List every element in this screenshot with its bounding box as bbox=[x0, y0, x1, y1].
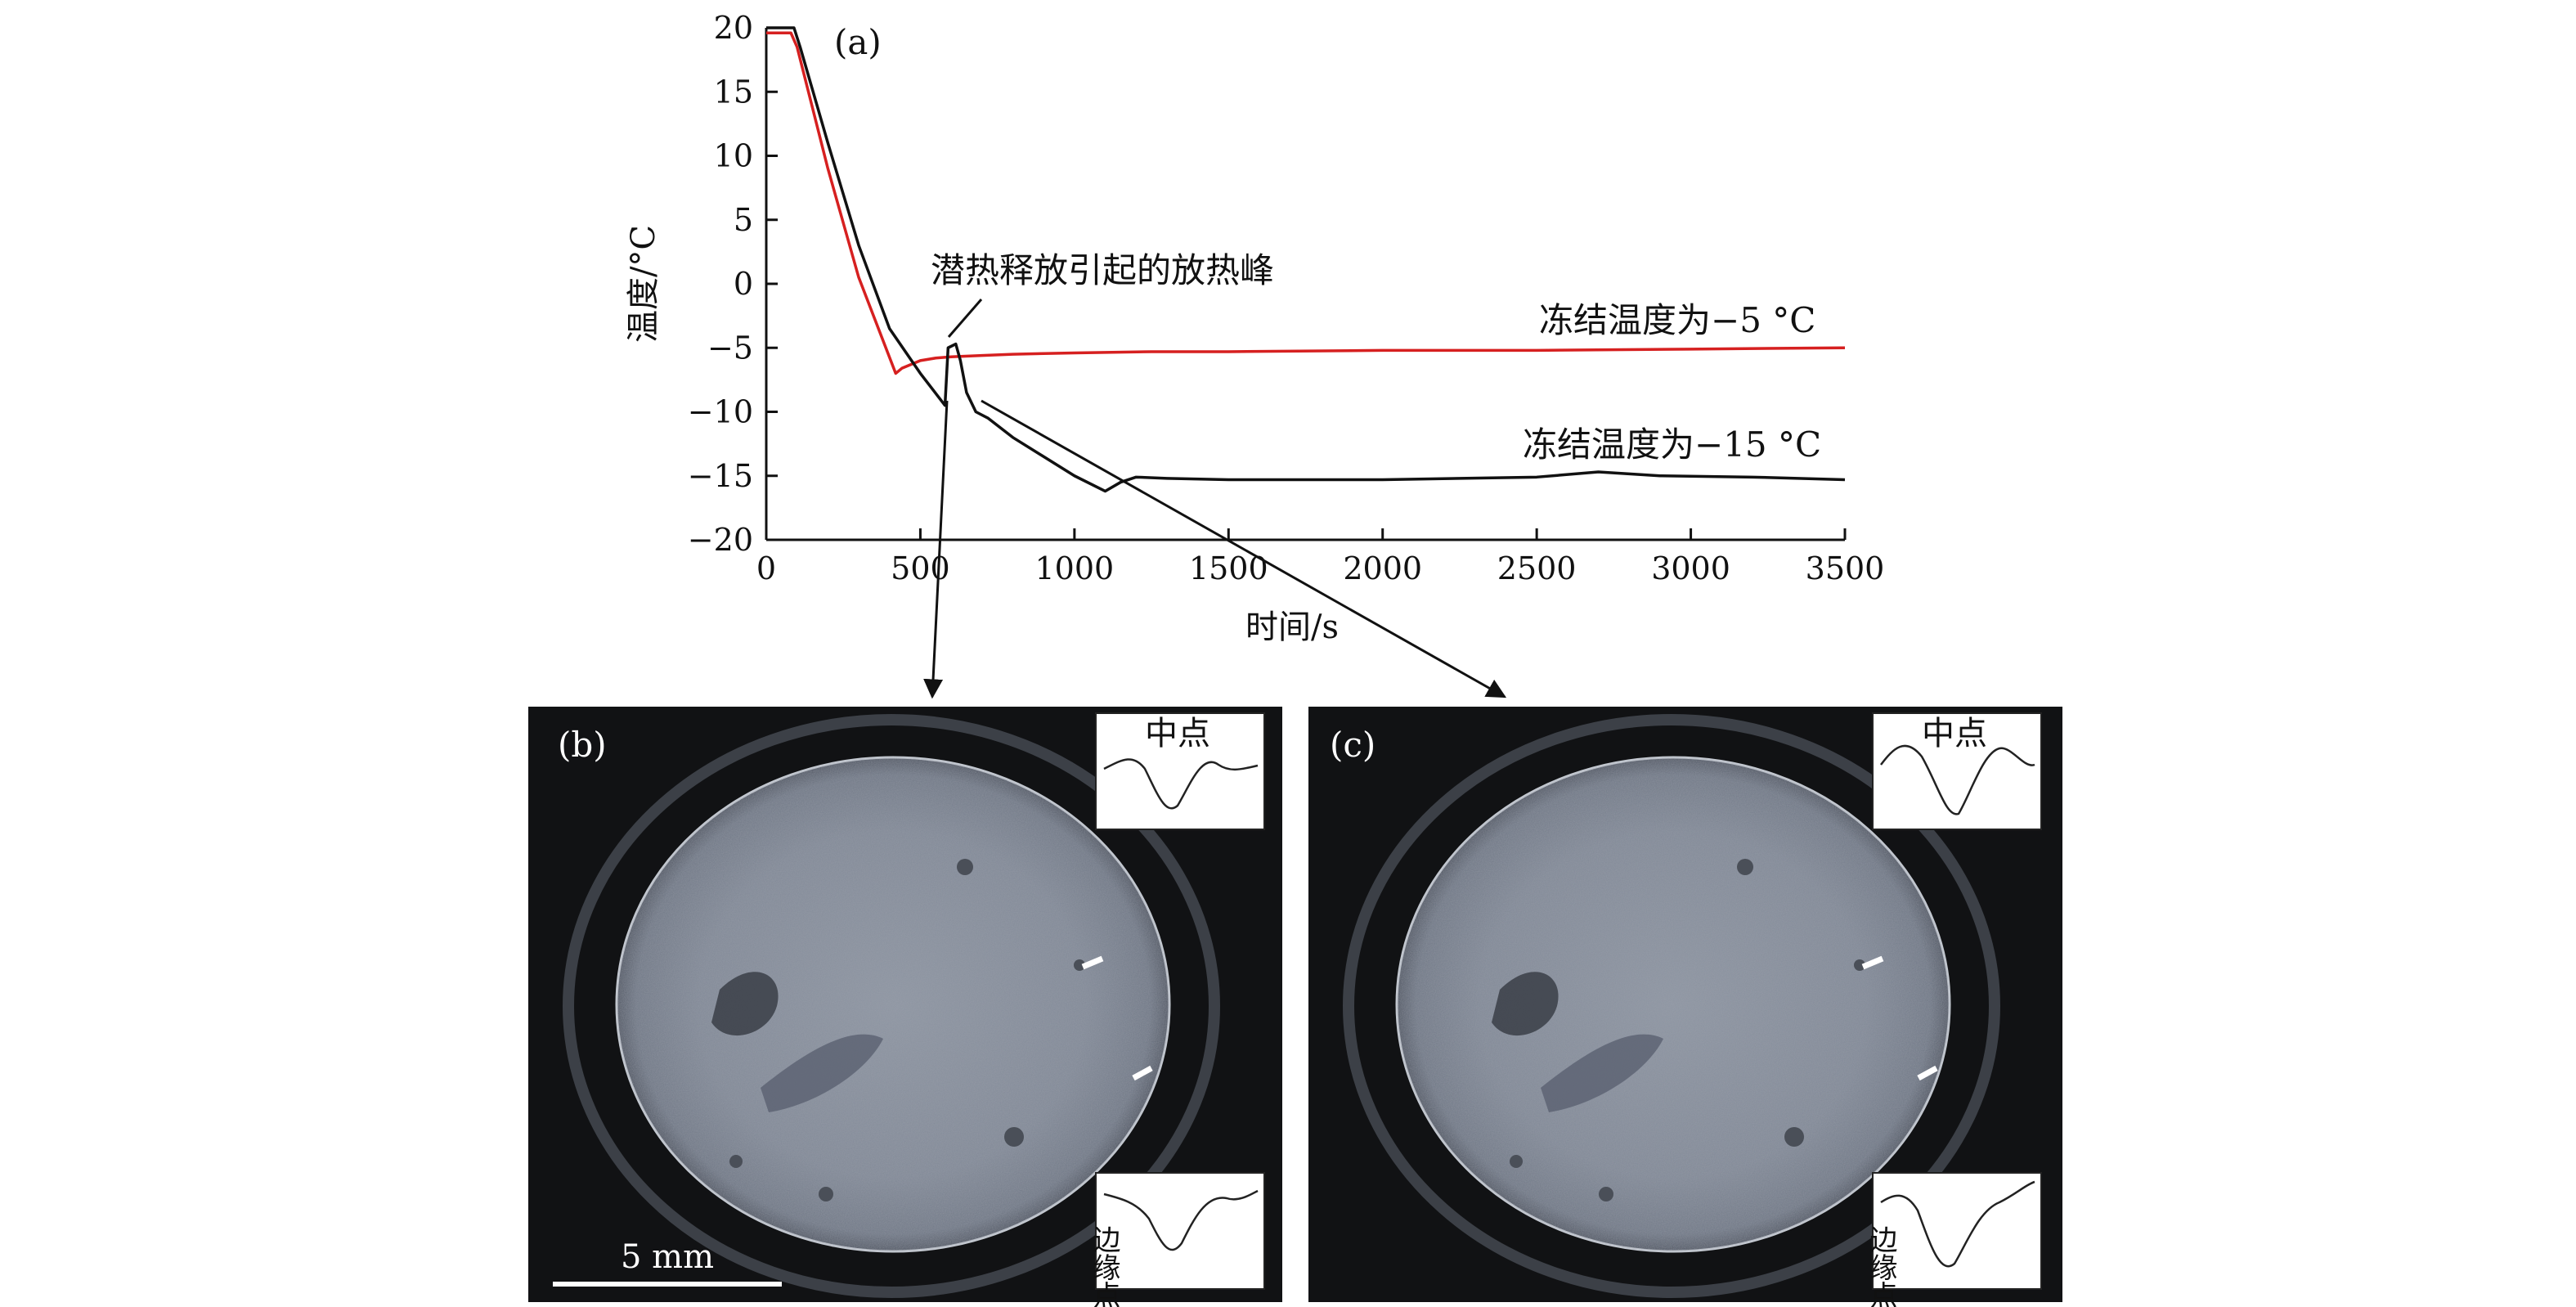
x-axis-label: 时间/s bbox=[1245, 609, 1339, 646]
series-group bbox=[766, 26, 1846, 493]
inset-edgepoint-profile-b: 边缘点 bbox=[1088, 1172, 1265, 1307]
arrow-to-panel-b bbox=[923, 400, 949, 699]
ct-image-panel-b: (b) 中点 边缘点 5 mm bbox=[528, 707, 1282, 1307]
panel-label-c: (c) bbox=[1330, 725, 1376, 765]
y-tick-label: 20 bbox=[714, 10, 753, 46]
y-axis-label: 温度/°C bbox=[625, 225, 662, 343]
y-tick-label: 10 bbox=[714, 138, 753, 174]
inset-bottom-label-c: 边缘点 bbox=[1865, 1225, 1897, 1307]
arrow-to-panel-c bbox=[981, 399, 1507, 698]
x-tick-label: 500 bbox=[891, 550, 950, 586]
annotation-series-minus5: 冻结温度为−5 °C bbox=[1539, 300, 1815, 340]
panel-label-a: (a) bbox=[834, 22, 882, 62]
inset-bottom-label-b: 边缘点 bbox=[1088, 1225, 1120, 1307]
series-line-freeze-minus15 bbox=[766, 26, 1846, 493]
y-tick-label: 15 bbox=[714, 74, 753, 110]
x-tick-label: 3500 bbox=[1806, 550, 1885, 586]
x-tick-label: 2000 bbox=[1343, 550, 1422, 586]
x-tick-label: 0 bbox=[756, 550, 776, 586]
inset-midpoint-profile-c: 中点 bbox=[1872, 712, 2042, 830]
y-tick-label: 5 bbox=[734, 202, 753, 238]
annotation-exotherm-peak: 潜热释放引起的放热峰 bbox=[931, 250, 1274, 290]
marker-midpoint-b bbox=[1081, 955, 1104, 970]
marker-midpoint-c bbox=[1861, 955, 1884, 970]
annotation-exotherm-leader bbox=[947, 299, 983, 338]
marker-edgepoint-c bbox=[1917, 1065, 1938, 1081]
x-tick-label: 3000 bbox=[1651, 550, 1730, 586]
y-tick-label: 0 bbox=[734, 266, 753, 302]
inset-top-label-c: 中点 bbox=[1922, 715, 1987, 752]
specimen-texture-c bbox=[1397, 757, 1950, 1251]
series-line-freeze-minus5 bbox=[766, 31, 1846, 375]
marker-edgepoint-b bbox=[1132, 1065, 1153, 1081]
y-tick-label: −20 bbox=[688, 522, 753, 558]
ct-image-panel-c: (c) 中点 边缘点 bbox=[1308, 707, 2062, 1307]
x-tick-label: 1000 bbox=[1034, 550, 1114, 586]
specimen-texture-b bbox=[617, 757, 1169, 1251]
specimen-holder-ring-c bbox=[1343, 714, 2000, 1298]
y-tick-label: −5 bbox=[707, 330, 753, 366]
inset-edgepoint-profile-c: 边缘点 bbox=[1865, 1172, 2042, 1307]
y-tick-label: −15 bbox=[688, 458, 753, 494]
scale-bar-label-b: 5 mm bbox=[621, 1238, 714, 1276]
x-axis-ticks: 0 500 1000 1500 2000 2500 3000 3500 bbox=[756, 528, 1884, 586]
y-tick-label: −10 bbox=[688, 394, 753, 430]
inset-midpoint-profile-b: 中点 bbox=[1095, 712, 1265, 830]
specimen-holder-ring-b bbox=[563, 714, 1220, 1298]
x-tick-label: 2500 bbox=[1497, 550, 1577, 586]
inset-top-label-b: 中点 bbox=[1145, 715, 1210, 752]
annotation-series-minus15: 冻结温度为−15 °C bbox=[1523, 424, 1821, 465]
panel-label-b: (b) bbox=[558, 725, 607, 765]
y-axis-ticks: 20 15 10 5 0 −5 −10 −15 −20 bbox=[688, 10, 778, 558]
